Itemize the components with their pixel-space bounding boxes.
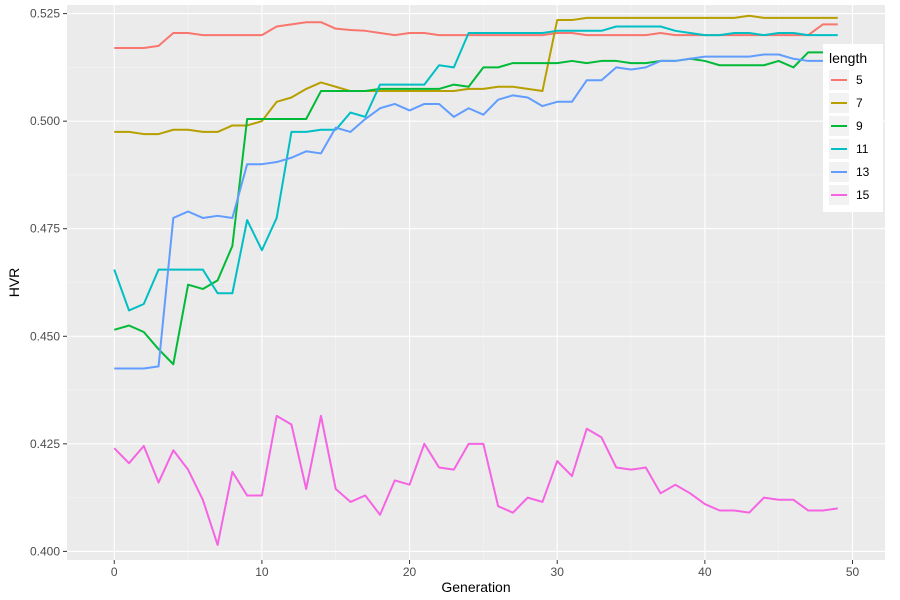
- y-tick-label: 0.525: [30, 7, 60, 21]
- legend-label-5: 5: [856, 73, 863, 87]
- series-line-13: [114, 53, 838, 370]
- series-lines: [113, 14, 838, 546]
- x-tick-label: 50: [846, 565, 860, 579]
- x-tick-label: 0: [111, 565, 118, 579]
- y-tick-label: 0.475: [30, 222, 60, 236]
- legend: length 5 7 9 11 13 15: [823, 44, 883, 212]
- series-line-15: [113, 414, 838, 546]
- y-tick-label: 0.450: [30, 329, 60, 343]
- y-tick-label: 0.425: [30, 437, 60, 451]
- y-axis: 0.400 0.425 0.450 0.475 0.500 0.525: [30, 7, 67, 558]
- x-tick-label: 10: [255, 565, 269, 579]
- y-axis-title: HVR: [6, 268, 22, 298]
- legend-label-13: 13: [856, 165, 870, 179]
- series-line-7: [114, 14, 838, 136]
- minor-gridlines: [67, 5, 885, 560]
- x-tick-label: 20: [403, 565, 417, 579]
- x-axis-title: Generation: [441, 579, 510, 595]
- series-line-11: [113, 25, 838, 312]
- x-axis: 0 10 20 30 40 50: [111, 560, 860, 579]
- series-line-9: [113, 51, 838, 366]
- legend-label-7: 7: [856, 96, 863, 110]
- legend-title: length: [829, 50, 867, 66]
- legend-label-9: 9: [856, 119, 863, 133]
- y-tick-label: 0.400: [30, 544, 60, 558]
- x-tick-label: 40: [698, 565, 712, 579]
- x-tick-label: 30: [551, 565, 565, 579]
- legend-label-15: 15: [856, 188, 870, 202]
- major-gridlines: [67, 5, 885, 560]
- legend-label-11: 11: [856, 142, 869, 156]
- y-tick-label: 0.500: [30, 114, 60, 128]
